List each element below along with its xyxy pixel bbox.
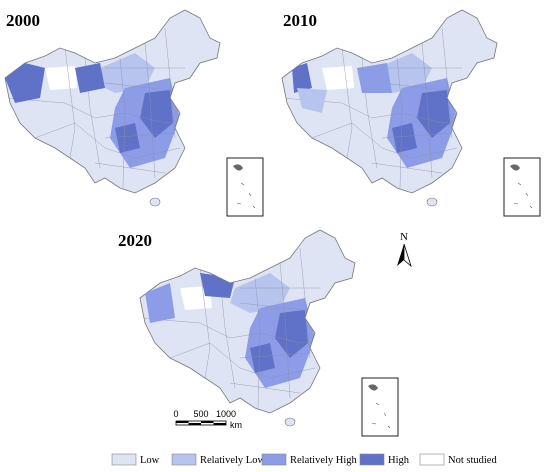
north-label: N [400, 231, 408, 243]
legend: Low Relatively Low Relatively High High Not … [111, 453, 497, 466]
scale-bar: 0 500 1000 km [173, 409, 242, 430]
legend-swatch [171, 453, 197, 466]
map-title: 2020 [118, 231, 152, 250]
legend-swatch [261, 453, 287, 466]
north-arrow: N [397, 231, 412, 268]
legend-label: High [388, 455, 410, 466]
map-title: 2010 [283, 11, 317, 30]
map-title: 2000 [6, 11, 40, 30]
scale-label: 1000 [216, 409, 236, 419]
scale-unit: km [230, 420, 242, 430]
legend-label: Relatively High [290, 455, 358, 466]
scale-label: 0 [173, 409, 178, 419]
map-2010 [282, 8, 540, 216]
scale-label: 500 [193, 409, 208, 419]
map-2020 [140, 228, 398, 436]
legend-label: Relatively Low [200, 455, 265, 466]
legend-label: Low [140, 455, 160, 466]
legend-swatch [359, 453, 385, 466]
legend-label: Not studied [448, 455, 497, 466]
map-2000 [5, 8, 263, 216]
legend-swatch [419, 453, 445, 466]
legend-swatch [111, 453, 137, 466]
